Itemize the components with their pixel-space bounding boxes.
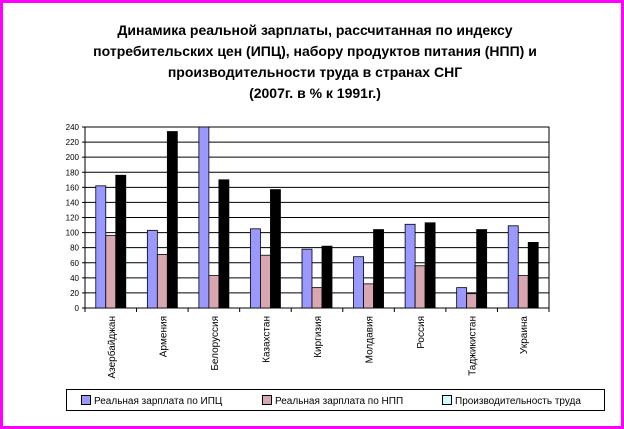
legend-item-npp: Реальная зарплата по НПП (262, 395, 403, 407)
y-tick-label: 180 (66, 168, 80, 177)
bar (373, 229, 384, 309)
bar (527, 241, 539, 309)
y-tick-label: 140 (66, 198, 80, 207)
title-line-4: (2007г. в % к 1991г.) (249, 85, 381, 101)
y-tick-label: 120 (66, 214, 80, 223)
y-tick-label: 40 (70, 274, 79, 283)
y-tick-label: 240 (66, 123, 80, 132)
title-line-3: производительности труда в странах СНГ (167, 64, 463, 80)
y-tick-label: 80 (70, 244, 79, 253)
bar (507, 225, 519, 309)
title-line-2: потребительских цен (ИПЦ), набору продук… (93, 43, 537, 59)
bar (414, 265, 426, 309)
category-label: Россия (416, 316, 427, 349)
legend-label-npp: Реальная зарплата по НПП (275, 396, 404, 407)
category-label: Украина (519, 316, 530, 355)
legend-label-ipc: Реальная зарплата по ИПЦ (94, 396, 223, 407)
bar (198, 126, 210, 309)
legend: Реальная зарплата по ИПЦ Реальная зарпла… (66, 389, 605, 411)
bar (517, 275, 529, 309)
bar (260, 254, 271, 309)
bar (218, 179, 230, 309)
bar (476, 229, 488, 309)
legend-swatch-ipc (81, 395, 91, 405)
bar (404, 223, 416, 309)
legend-item-productivity: Производительность труда (442, 395, 581, 407)
bar (363, 283, 374, 309)
legend-swatch-productivity (442, 395, 452, 405)
title-line-1: Динамика реальной зарплаты, рассчитанная… (117, 22, 513, 38)
category-label: Таджикистан (468, 316, 479, 376)
category-label: Белоруссия (210, 316, 221, 371)
y-tick-label: 200 (66, 153, 80, 162)
bar (115, 174, 127, 309)
category-label: Молдавия (365, 316, 376, 363)
legend-swatch-npp (262, 395, 272, 405)
y-tick-label: 0 (75, 304, 80, 313)
bar (146, 229, 158, 309)
y-tick-label: 160 (66, 183, 80, 192)
bar (270, 189, 281, 309)
bar (424, 222, 436, 309)
bar (311, 287, 323, 309)
category-label: Армения (158, 316, 169, 357)
bar (156, 254, 168, 309)
category-label: Азербайджан (106, 316, 118, 379)
legend-label-productivity: Производительность труда (455, 396, 581, 407)
bar (105, 235, 117, 309)
bar (95, 185, 107, 309)
chart-title: Динамика реальной зарплаты, рассчитанная… (43, 20, 587, 104)
category-label: Казахстан (261, 316, 272, 363)
bar (456, 287, 468, 309)
bar (208, 275, 220, 309)
legend-item-ipc: Реальная зарплата по ИПЦ (81, 395, 222, 407)
y-tick-label: 220 (66, 138, 80, 147)
bar (353, 256, 364, 309)
category-label: Киргизия (313, 316, 324, 358)
y-tick-label: 60 (70, 259, 79, 268)
y-tick-label: 20 (70, 289, 79, 298)
bar (301, 248, 313, 309)
bar (466, 293, 478, 309)
bar (166, 131, 178, 309)
bar (321, 245, 333, 309)
y-tick-label: 100 (66, 229, 80, 238)
bar (250, 228, 261, 309)
